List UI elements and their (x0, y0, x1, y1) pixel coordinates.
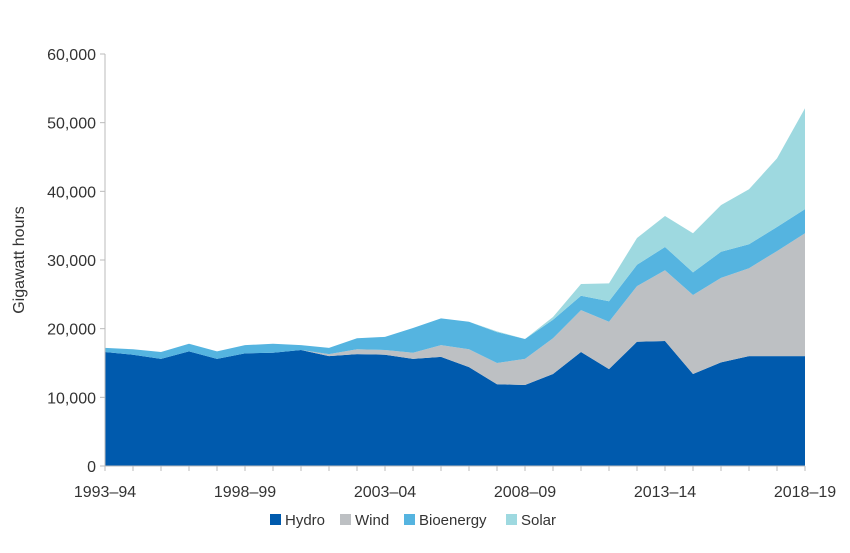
legend-swatch-wind (340, 514, 351, 525)
x-tick-label: 1993–94 (74, 484, 136, 501)
legend-swatch-hydro (270, 514, 281, 525)
x-tick-label: 2003–04 (354, 484, 416, 501)
area-wind (105, 233, 805, 385)
y-tick-label: 40,000 (47, 184, 96, 201)
area-bioenergy (105, 209, 805, 363)
legend-label-bioenergy: Bioenergy (419, 512, 487, 529)
x-tick-label: 2018–19 (774, 484, 836, 501)
y-tick-label: 10,000 (47, 390, 96, 407)
x-tick-label: 2013–14 (634, 484, 696, 501)
y-axis-label: Gigawatt hours (11, 206, 28, 314)
x-tick-label: 1998–99 (214, 484, 276, 501)
area-solar (105, 108, 805, 353)
area-hydro (105, 341, 805, 466)
legend-label-wind: Wind (355, 512, 389, 529)
legend-swatch-solar (506, 514, 517, 525)
y-tick-label: 0 (87, 459, 96, 476)
legend-swatch-bioenergy (404, 514, 415, 525)
legend-label-solar: Solar (521, 512, 556, 529)
x-tick-label: 2008–09 (494, 484, 556, 501)
y-tick-label: 50,000 (47, 116, 96, 133)
y-tick-label: 30,000 (47, 253, 96, 270)
y-tick-label: 20,000 (47, 322, 96, 339)
y-tick-label: 60,000 (47, 47, 96, 64)
legend-label-hydro: Hydro (285, 512, 325, 529)
